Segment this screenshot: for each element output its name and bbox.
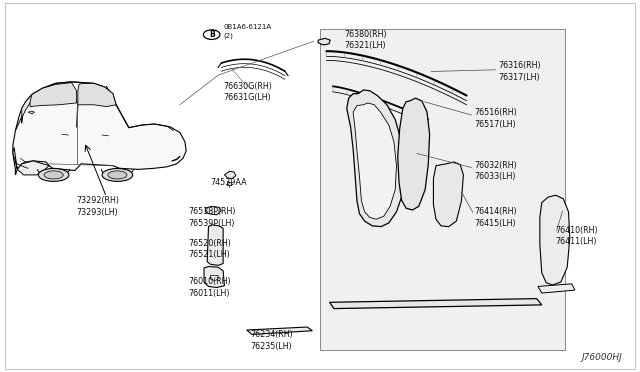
Polygon shape: [211, 275, 218, 280]
Polygon shape: [78, 83, 116, 107]
Text: B: B: [209, 30, 214, 39]
Text: 76010(RH)
76011(LH): 76010(RH) 76011(LH): [188, 277, 230, 298]
Polygon shape: [538, 284, 575, 293]
Text: 73292(RH)
73293(LH): 73292(RH) 73293(LH): [77, 196, 120, 217]
Polygon shape: [30, 83, 77, 107]
Polygon shape: [205, 206, 221, 215]
Polygon shape: [433, 162, 463, 227]
Circle shape: [204, 30, 220, 39]
Polygon shape: [246, 327, 312, 334]
Bar: [320, 29, 565, 350]
Text: 76630G(RH)
76631G(LH): 76630G(RH) 76631G(LH): [223, 81, 272, 102]
Text: 76410(RH)
76411(LH): 76410(RH) 76411(LH): [556, 226, 598, 246]
Text: 76414(RH)
76415(LH): 76414(RH) 76415(LH): [474, 207, 517, 228]
Text: 76520(RH)
76521(LH): 76520(RH) 76521(LH): [188, 238, 231, 259]
Polygon shape: [28, 111, 35, 114]
Ellipse shape: [38, 169, 69, 182]
Ellipse shape: [44, 171, 63, 179]
Polygon shape: [540, 195, 570, 285]
Polygon shape: [204, 266, 225, 288]
Polygon shape: [13, 147, 49, 175]
Text: 74539AA: 74539AA: [211, 178, 247, 187]
Polygon shape: [207, 225, 223, 265]
Text: J76000HJ: J76000HJ: [582, 353, 623, 362]
Polygon shape: [347, 90, 404, 227]
Text: 76316(RH)
76317(LH): 76316(RH) 76317(LH): [499, 61, 541, 82]
Polygon shape: [330, 299, 541, 309]
Text: 76032(RH)
76033(LH): 76032(RH) 76033(LH): [474, 161, 517, 182]
Text: 76538P(RH)
76539P(LH): 76538P(RH) 76539P(LH): [188, 207, 236, 228]
Ellipse shape: [108, 171, 127, 179]
Polygon shape: [397, 98, 429, 210]
Ellipse shape: [102, 169, 132, 182]
Polygon shape: [353, 103, 396, 219]
Text: 76380(RH)
76321(LH): 76380(RH) 76321(LH): [344, 30, 387, 50]
Polygon shape: [22, 88, 49, 123]
Polygon shape: [225, 171, 236, 179]
Text: 76516(RH)
76517(LH): 76516(RH) 76517(LH): [474, 108, 517, 129]
Text: 0B1A6-6121A
(2): 0B1A6-6121A (2): [223, 25, 271, 39]
Polygon shape: [227, 182, 231, 185]
Polygon shape: [318, 38, 330, 45]
Polygon shape: [13, 82, 186, 175]
Text: 76234(RH)
76235(LH): 76234(RH) 76235(LH): [250, 330, 292, 350]
